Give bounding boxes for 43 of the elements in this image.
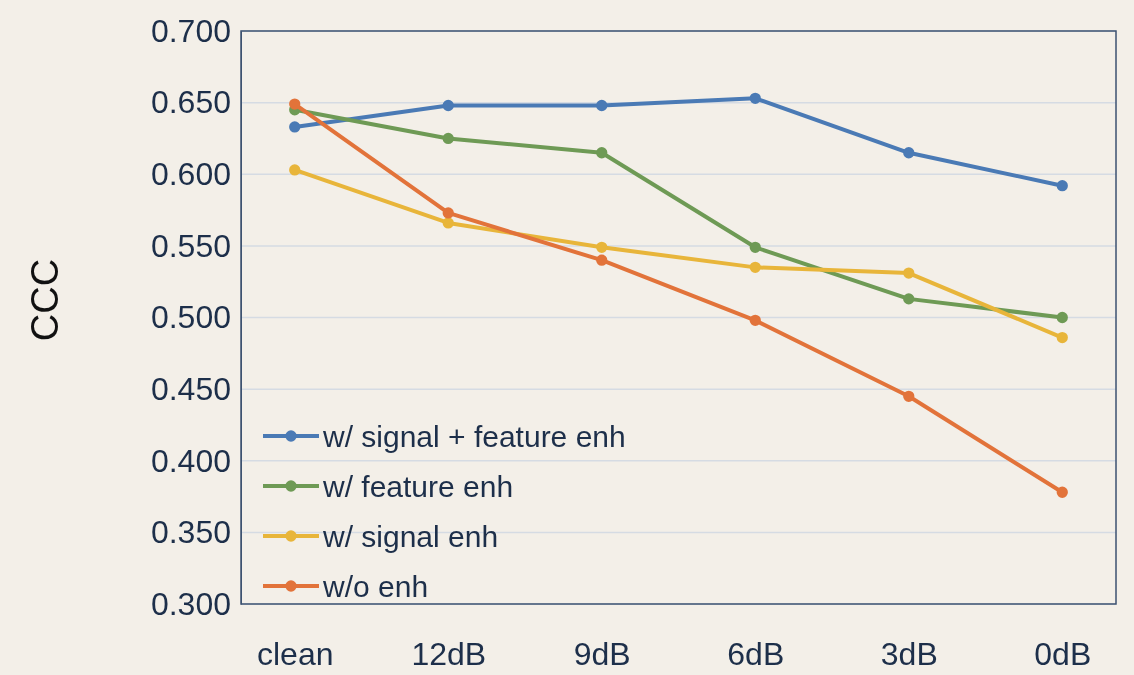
point (1056, 486, 1068, 498)
point (1056, 331, 1068, 344)
point (903, 267, 915, 279)
x-tick-label: 9dB (573, 635, 631, 672)
point (749, 92, 761, 104)
y-axis-title: CCC (24, 258, 66, 342)
y-tick-label: 0.400 (150, 442, 231, 479)
point (1056, 180, 1068, 192)
point (289, 164, 301, 176)
legend-label: w/ feature enh (322, 469, 514, 503)
y-tick-label: 0.350 (150, 514, 231, 551)
point (749, 261, 761, 273)
y-tick-label: 0.450 (150, 370, 231, 407)
point (596, 241, 608, 253)
point (442, 217, 454, 229)
point (1056, 311, 1068, 324)
point (749, 314, 761, 326)
y-tick-label: 0.500 (150, 299, 231, 336)
point (596, 147, 608, 159)
point (442, 132, 454, 145)
x-tick-label: 3dB (880, 635, 938, 672)
x-tick-label: 6dB (727, 635, 785, 672)
y-tick-label: 0.650 (150, 84, 231, 121)
y-tick-label: 0.550 (150, 227, 231, 264)
x-tick-label: clean (256, 635, 334, 672)
y-tick-label: 0.600 (150, 155, 231, 192)
y-tick-label: 0.700 (150, 12, 231, 49)
point (289, 121, 301, 133)
legend-label: w/ signal + feature enh (322, 419, 626, 453)
legend-label: w/o enh (322, 569, 429, 603)
x-tick-label: 12dB (411, 635, 487, 672)
legend-label: w/ signal enh (322, 519, 499, 553)
point (903, 390, 915, 402)
point (596, 254, 608, 266)
point (442, 207, 454, 219)
y-tick-label: 0.300 (150, 585, 231, 622)
point (749, 241, 761, 253)
x-tick-label: 0dB (1034, 635, 1092, 672)
point (903, 147, 915, 159)
point (442, 99, 454, 112)
point (903, 293, 915, 305)
point (289, 98, 301, 110)
point (596, 99, 608, 112)
